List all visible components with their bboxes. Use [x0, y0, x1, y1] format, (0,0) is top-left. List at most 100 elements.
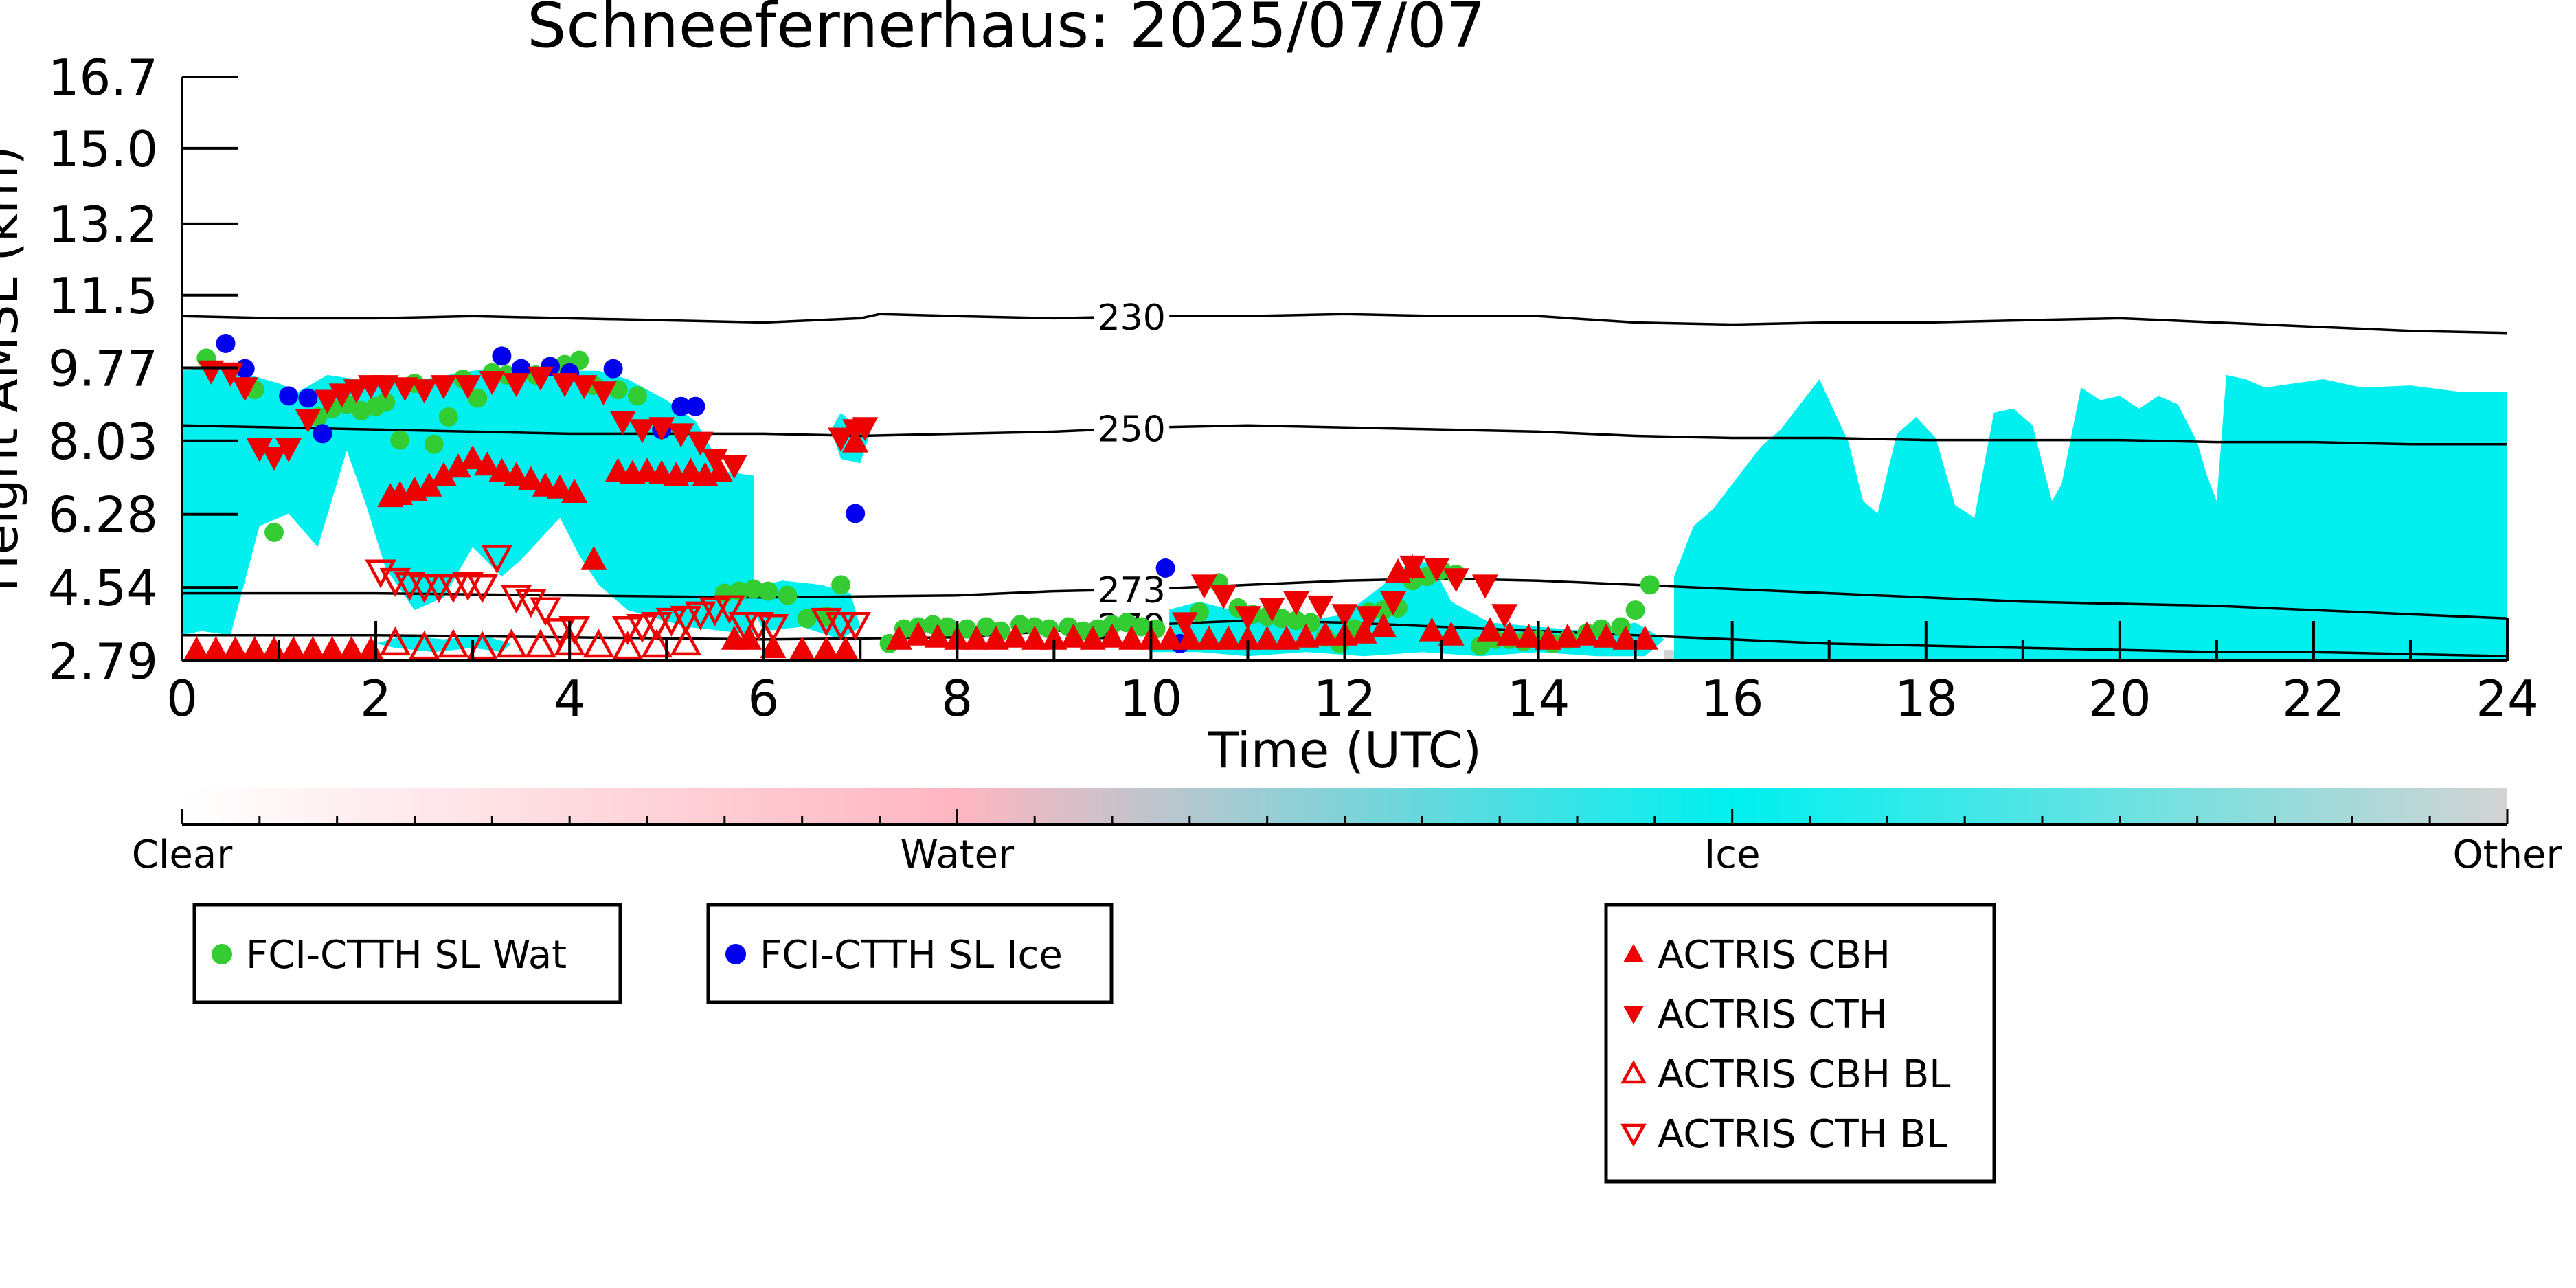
- actris-cth-point: [455, 375, 482, 400]
- actris-cth-point: [328, 383, 355, 408]
- actris-cbh-point: [1535, 625, 1561, 650]
- actris-cth-point: [609, 411, 636, 436]
- actris-cth-point: [571, 375, 598, 400]
- actris-cth-point: [590, 381, 617, 406]
- fci-ctth-sl-ice-point: [216, 334, 236, 353]
- colorbar-label: Ice: [1704, 833, 1761, 877]
- ice-class-region: [376, 635, 512, 653]
- ice-class-region: [1674, 374, 2507, 661]
- isotherm-line: [182, 577, 2507, 620]
- legend-label: ACTRIS CTH BL: [1658, 1112, 1947, 1157]
- actris-cth-point: [701, 449, 728, 473]
- actris-cbh-point: [1438, 621, 1465, 646]
- actris-cth-bl-point: [515, 589, 547, 618]
- actris-cbh-point: [905, 621, 931, 646]
- actris-cth-bl-legend-marker: [1620, 1123, 1647, 1147]
- actris-cbh-point: [1477, 617, 1504, 642]
- actris-cbh-bl-point: [641, 629, 673, 658]
- actris-cbh-point: [203, 636, 229, 661]
- marker-layer: [183, 334, 1660, 661]
- fci-ctth-sl-ice-point: [846, 504, 866, 523]
- fci-ctth-sl-ice-point: [313, 424, 332, 444]
- legend-label: FCI-CTTH SL Ice: [760, 933, 1063, 978]
- actris-cth-point: [1191, 574, 1217, 599]
- fci-ctth-sl-ice-point: [1155, 558, 1175, 578]
- fci-ctth-sl-wat-point: [1287, 611, 1306, 631]
- actris-cth-point: [198, 360, 225, 385]
- actris-cth-point: [503, 373, 530, 398]
- x-axis-ticks: 0 2 4 6 8 10 12 14 16 18 20 22 24: [166, 621, 2539, 727]
- actris-cth-point: [668, 423, 694, 448]
- actris-cbh-point: [430, 462, 457, 486]
- fci-ctth-sl-wat-point: [390, 430, 410, 450]
- x-tick-label: 22: [2282, 670, 2345, 727]
- actris-cbh-point: [736, 625, 762, 650]
- x-tick-label: 12: [1313, 670, 1377, 727]
- actris-cth-point: [1399, 555, 1426, 580]
- fci-ctth-sl-wat-point: [351, 400, 371, 420]
- actris-cbh-point: [1079, 625, 1106, 650]
- actris-cbh-point: [1196, 625, 1222, 650]
- actris-cth-point: [1258, 598, 1285, 622]
- y-axis-ticks: 2.79 4.54 6.28 8.03 9.77 11.5 13.2 15.0 16.7: [48, 49, 238, 690]
- actris-cbh-point: [222, 636, 249, 661]
- isotherm-label: 250: [1098, 409, 1166, 450]
- fci-ctth-sl-wat-point: [264, 523, 284, 542]
- fci-ctth-sl-ice-point: [492, 346, 512, 366]
- actris-cbh-point: [358, 636, 384, 661]
- legend-box: [706, 903, 1114, 1004]
- actris-cbh-legend-marker: [1623, 944, 1644, 962]
- actris-cbh-point: [1176, 625, 1203, 650]
- legend-label: FCI-CTTH SL Wat: [246, 933, 567, 978]
- actris-cth-point: [430, 375, 457, 400]
- y-tick-label: 11.5: [48, 267, 158, 325]
- fci-ctth-sl-wat-point: [957, 619, 977, 639]
- actris-cth-point: [1443, 568, 1469, 593]
- actris-cbh-point: [963, 625, 990, 650]
- actris-cth-point: [1307, 595, 1334, 620]
- actris-cth-point: [372, 375, 399, 400]
- x-tick-label: 20: [2088, 670, 2151, 727]
- y-tick-label: 4.54: [48, 559, 158, 617]
- actris-cbh-point: [1273, 625, 1300, 650]
- actris-cth-bl-point: [670, 605, 702, 635]
- actris-cbh-bl-point: [379, 626, 411, 656]
- actris-cbh-bl-point: [495, 629, 528, 658]
- actris-cbh-point: [833, 636, 859, 661]
- fci-ctth-sl-wat-point: [468, 388, 488, 408]
- actris-cbh-point: [580, 545, 607, 570]
- actris-cth-point: [314, 389, 341, 414]
- actris-cth-bl-point: [481, 545, 513, 574]
- actris-cbh-point: [183, 636, 210, 661]
- actris-cbh-point: [1099, 623, 1125, 648]
- actris-cbh-point: [488, 457, 515, 482]
- actris-cbh-bl-legend-marker: [1620, 1060, 1647, 1084]
- x-tick-label: 0: [166, 670, 198, 727]
- actris-cth-bl-point: [641, 611, 673, 641]
- x-tick-label: 18: [1895, 670, 1958, 727]
- actris-cbh-point: [460, 445, 486, 470]
- isotherm-label: 230: [1098, 297, 1166, 339]
- actris-cbh-point: [789, 636, 815, 661]
- actris-cth-point: [852, 417, 879, 442]
- legend-group: FCI-CTTH SL Wat FCI-CTTH SL Ice ACTRIS CBH…: [192, 903, 1996, 1184]
- x-tick-label: 14: [1507, 670, 1570, 727]
- colorbar-label: Other: [2452, 833, 2562, 877]
- actris-cth-point: [828, 427, 855, 452]
- actris-cth-point: [411, 379, 438, 404]
- y-tick-label: 8.03: [48, 413, 158, 471]
- fci-ctth-sl-wat-point: [438, 407, 458, 427]
- x-tick-label: 2: [360, 670, 392, 727]
- actris-cth-point: [1283, 591, 1309, 615]
- actris-cbh-point: [1554, 623, 1581, 648]
- actris-cth-bl-point: [699, 597, 731, 626]
- actris-cbh-point: [241, 636, 268, 661]
- fci-ctth-sl-wat-point: [744, 579, 764, 599]
- actris-cbh-point: [261, 636, 287, 661]
- actris-cbh-point: [1118, 625, 1145, 650]
- actris-cth-point: [1210, 585, 1237, 609]
- actris-cth-bl-point: [839, 611, 871, 641]
- fci-ctth-sl-wat-point: [976, 617, 996, 637]
- isotherm-line: [182, 424, 2507, 446]
